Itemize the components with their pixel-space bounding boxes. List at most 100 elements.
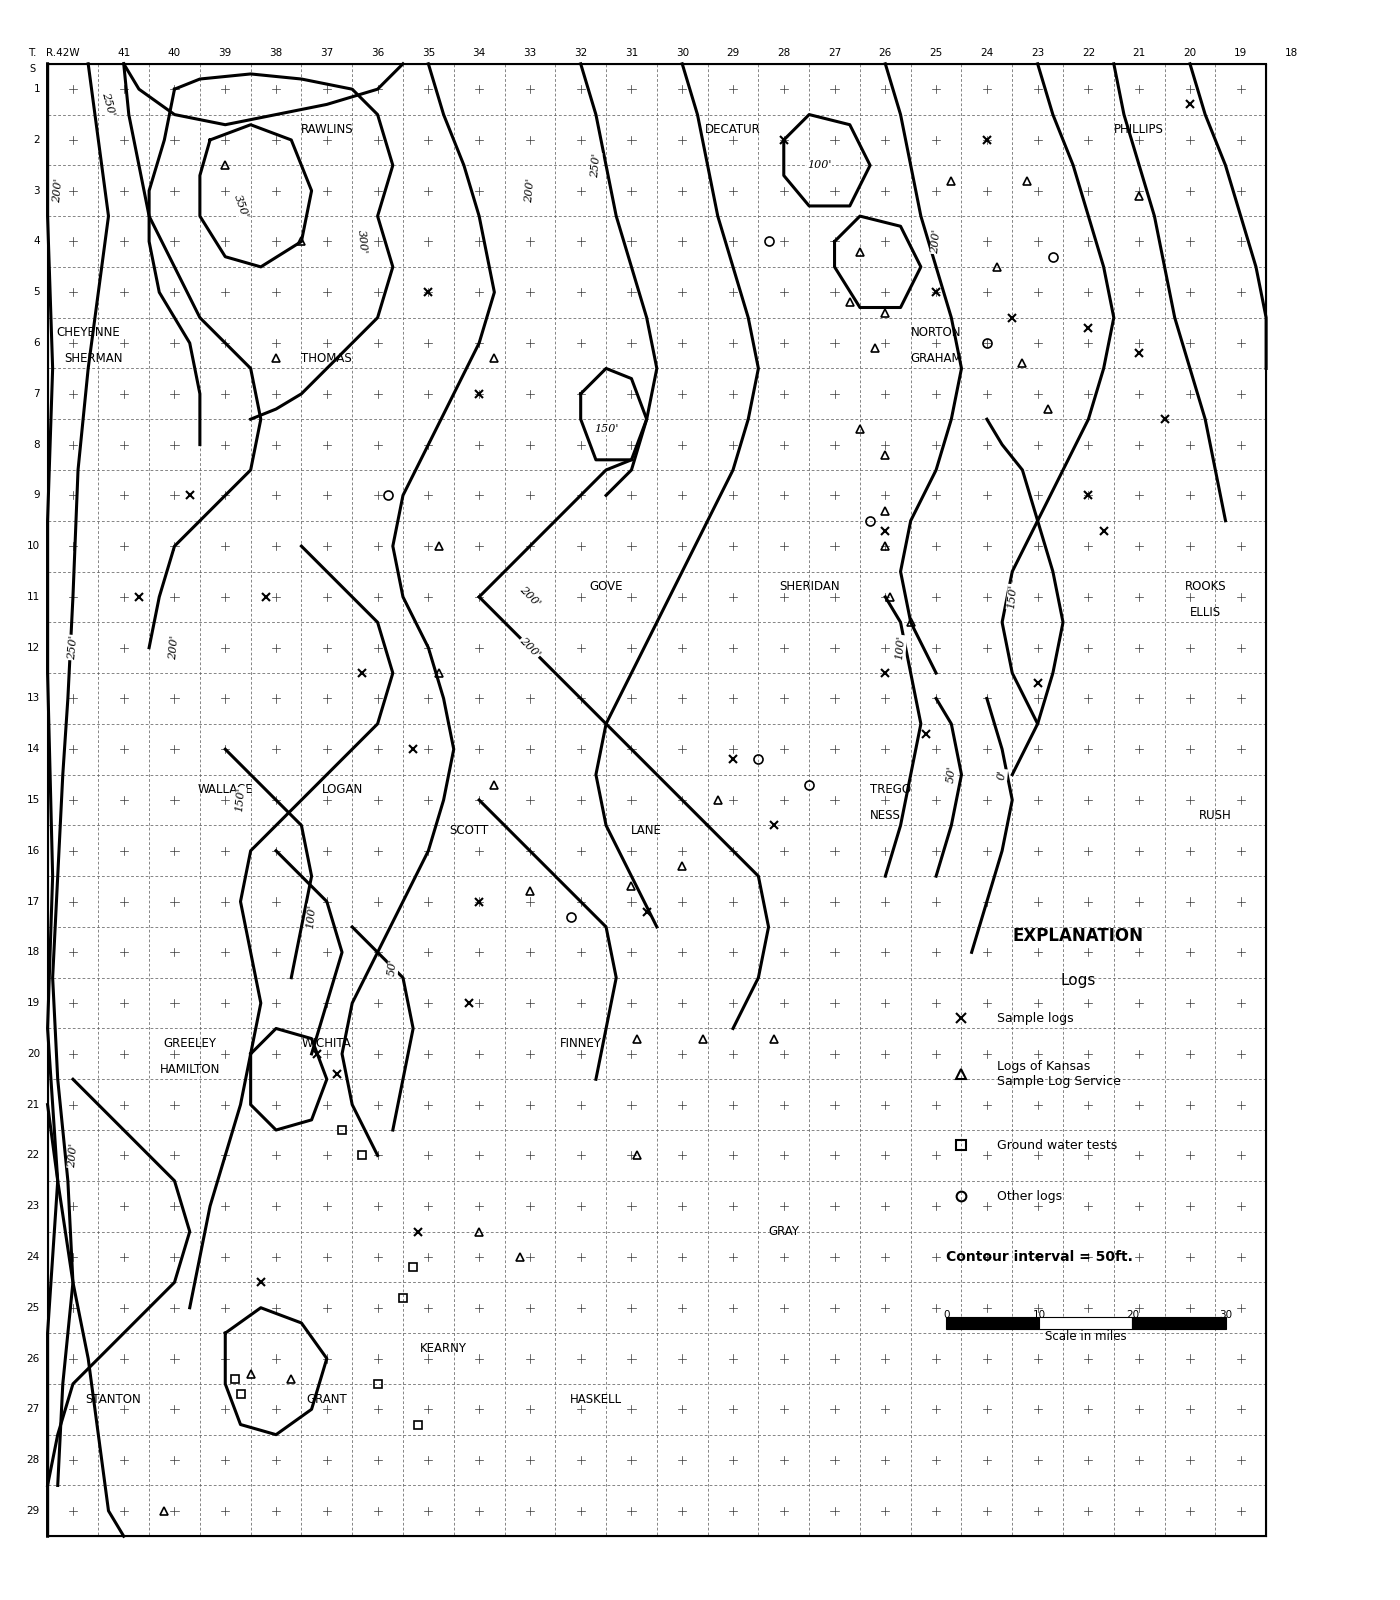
- Text: ROOKS: ROOKS: [1184, 581, 1226, 594]
- Text: 29: 29: [27, 1506, 41, 1515]
- Text: 25: 25: [930, 48, 942, 58]
- Text: 2: 2: [34, 134, 41, 146]
- Text: 250': 250': [589, 152, 602, 178]
- Bar: [1039, 1317, 1133, 1330]
- Text: 29: 29: [727, 48, 739, 58]
- Text: 22: 22: [1082, 48, 1095, 58]
- Text: 38: 38: [269, 48, 283, 58]
- Text: 1: 1: [34, 85, 41, 94]
- Text: NORTON: NORTON: [911, 326, 962, 339]
- Text: 250': 250': [67, 635, 78, 661]
- Text: CHEYENNE: CHEYENNE: [56, 326, 120, 339]
- Text: 14: 14: [27, 744, 41, 754]
- Text: GOVE: GOVE: [589, 581, 623, 594]
- Text: LOGAN: LOGAN: [322, 784, 363, 797]
- Text: 200': 200': [67, 1142, 78, 1168]
- Text: 30: 30: [1219, 1310, 1232, 1320]
- Text: SHERMAN: SHERMAN: [64, 352, 123, 365]
- Text: 350': 350': [231, 192, 249, 219]
- Text: 150': 150': [234, 787, 246, 813]
- Text: 20: 20: [1126, 1310, 1140, 1320]
- Text: GREELEY: GREELEY: [164, 1037, 216, 1050]
- Text: FINNEY: FINNEY: [560, 1037, 602, 1050]
- Text: 4: 4: [34, 237, 41, 246]
- Text: TREGO: TREGO: [869, 784, 911, 797]
- Text: 33: 33: [524, 48, 536, 58]
- Text: Other logs: Other logs: [997, 1189, 1063, 1203]
- Bar: [946, 1317, 1039, 1330]
- Text: 27: 27: [27, 1405, 41, 1414]
- Text: 40: 40: [168, 48, 181, 58]
- Text: 150': 150': [1007, 584, 1018, 610]
- Text: WICHITA: WICHITA: [302, 1037, 351, 1050]
- Text: 22: 22: [27, 1150, 41, 1160]
- Text: 17: 17: [27, 896, 41, 907]
- Text: 35: 35: [421, 48, 435, 58]
- Text: 26: 26: [27, 1354, 41, 1363]
- Text: THOMAS: THOMAS: [301, 352, 353, 365]
- Text: HASKELL: HASKELL: [570, 1392, 622, 1406]
- Text: SHERIDAN: SHERIDAN: [778, 581, 840, 594]
- Text: 21: 21: [27, 1099, 41, 1110]
- Text: 0: 0: [944, 1310, 949, 1320]
- Text: 20: 20: [27, 1050, 41, 1059]
- Bar: [48, 64, 1266, 1536]
- Text: 100': 100': [305, 904, 318, 930]
- Text: STANTON: STANTON: [85, 1392, 141, 1406]
- Text: RAWLINS: RAWLINS: [301, 123, 353, 136]
- Text: Ground water tests: Ground water tests: [997, 1139, 1117, 1152]
- Text: ELLIS: ELLIS: [1190, 606, 1221, 619]
- Text: 24: 24: [980, 48, 994, 58]
- Text: 30: 30: [676, 48, 689, 58]
- Text: 16: 16: [27, 846, 41, 856]
- Text: 31: 31: [624, 48, 638, 58]
- Text: 28: 28: [27, 1454, 41, 1466]
- Text: R.42W: R.42W: [46, 48, 80, 58]
- Text: 19: 19: [1235, 48, 1247, 58]
- Text: WALLACE: WALLACE: [197, 784, 253, 797]
- Text: DECATUR: DECATUR: [706, 123, 760, 136]
- Text: KEARNY: KEARNY: [420, 1342, 468, 1355]
- Text: 15: 15: [27, 795, 41, 805]
- Text: 21: 21: [1133, 48, 1145, 58]
- Text: 34: 34: [473, 48, 486, 58]
- Text: 10: 10: [1033, 1310, 1046, 1320]
- Text: 12: 12: [27, 643, 41, 653]
- Text: 20: 20: [1183, 48, 1197, 58]
- Text: GRAHAM: GRAHAM: [910, 352, 962, 365]
- Text: 10: 10: [27, 541, 41, 550]
- Text: 200': 200': [930, 229, 942, 254]
- Text: 27: 27: [827, 48, 841, 58]
- Text: 100': 100': [808, 160, 832, 170]
- Text: GRANT: GRANT: [307, 1392, 347, 1406]
- Text: T.: T.: [28, 48, 36, 58]
- Text: 8: 8: [34, 440, 41, 450]
- Text: 100': 100': [895, 635, 907, 661]
- Text: 0': 0': [997, 770, 1008, 781]
- Text: S: S: [29, 64, 35, 74]
- Bar: [1133, 1317, 1225, 1330]
- Text: 23: 23: [1030, 48, 1044, 58]
- Text: EXPLANATION: EXPLANATION: [1012, 926, 1144, 946]
- Text: 13: 13: [27, 693, 41, 704]
- Text: 250': 250': [101, 91, 116, 117]
- Text: PHILLIPS: PHILLIPS: [1114, 123, 1165, 136]
- Text: 26: 26: [879, 48, 892, 58]
- Text: 36: 36: [371, 48, 384, 58]
- Text: 6: 6: [34, 338, 41, 349]
- Text: 11: 11: [27, 592, 41, 602]
- Text: Logs of Kansas
Sample Log Service: Logs of Kansas Sample Log Service: [997, 1061, 1121, 1088]
- Text: 32: 32: [574, 48, 588, 58]
- Text: 23: 23: [27, 1202, 41, 1211]
- Text: 9: 9: [34, 490, 41, 501]
- Text: GRAY: GRAY: [769, 1226, 799, 1238]
- Text: LANE: LANE: [631, 824, 662, 837]
- Text: HAMILTON: HAMILTON: [160, 1062, 220, 1075]
- Text: 200': 200': [168, 635, 181, 661]
- Text: SCOTT: SCOTT: [449, 824, 489, 837]
- Text: 41: 41: [118, 48, 130, 58]
- Text: 37: 37: [321, 48, 333, 58]
- Text: 18: 18: [1285, 48, 1298, 58]
- Text: 28: 28: [777, 48, 791, 58]
- Text: 50': 50': [945, 765, 958, 784]
